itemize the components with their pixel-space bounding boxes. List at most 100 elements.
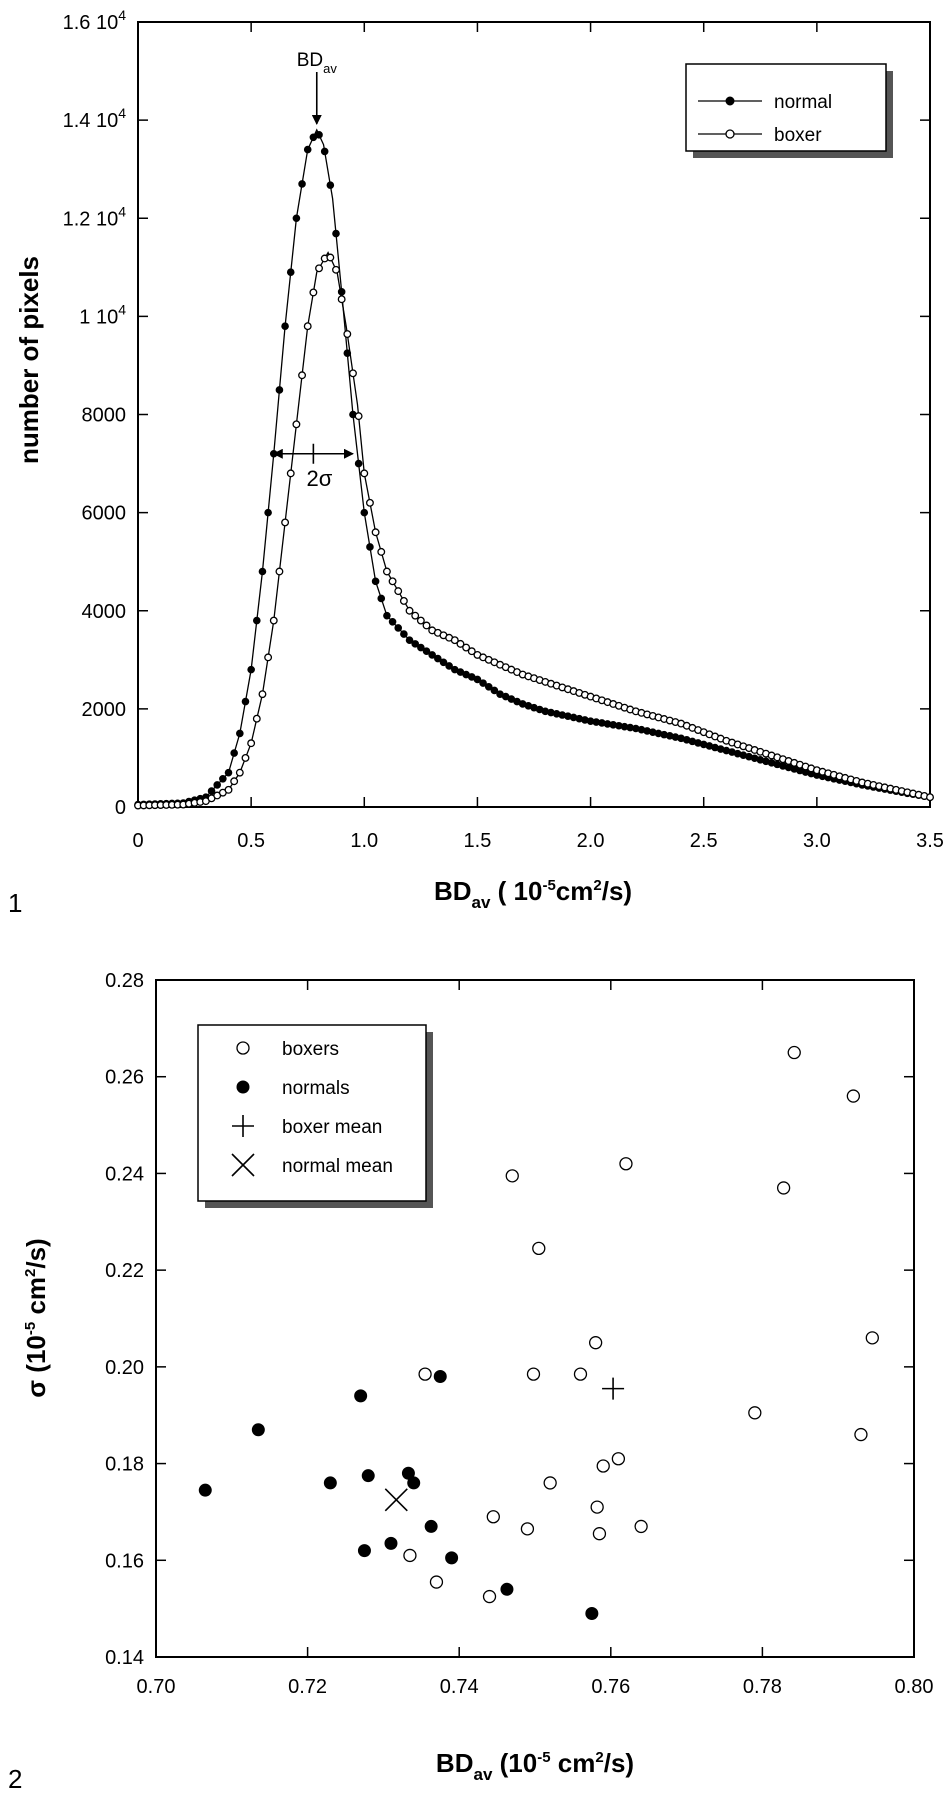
series-boxer-mean <box>602 1377 625 1400</box>
series-normal <box>134 128 934 809</box>
data-point-normal <box>354 459 363 468</box>
data-point-boxers <box>590 1500 604 1514</box>
legend-label: boxer mean <box>282 1117 382 1138</box>
data-point-normal <box>264 508 272 517</box>
data-point-boxer <box>371 528 380 537</box>
legend-label: normal <box>774 92 832 113</box>
panel-1-legend: normal boxer <box>685 63 893 158</box>
y-tick-label: 4000 <box>82 601 127 623</box>
data-point-normals <box>198 1483 212 1497</box>
panel-2-number: 2 <box>8 1764 22 1794</box>
data-point-normal <box>230 749 238 757</box>
legend-marker-boxer-mean <box>232 1115 254 1137</box>
x-tick-label: 0.72 <box>288 1676 327 1698</box>
x-tick-label: 0.78 <box>743 1676 782 1698</box>
data-point-boxer <box>326 253 335 262</box>
data-point-normals <box>433 1370 447 1384</box>
data-point-normal <box>292 214 301 223</box>
data-point-normal <box>326 181 335 189</box>
data-point-boxers <box>619 1157 633 1171</box>
data-point-boxer <box>303 322 312 331</box>
panel-2-ticks: 0.70 0.72 0.74 0.76 0.78 0.80 0.14 0.16 0.18 0.20… <box>105 970 933 1698</box>
data-point-normal <box>247 665 255 674</box>
legend-item-normal-mean: normal mean <box>231 1153 393 1177</box>
data-point-normal <box>252 616 261 625</box>
x-tick-label: 0.74 <box>440 1676 479 1698</box>
legend-label: normals <box>282 1078 350 1099</box>
legend-marker-normals <box>236 1080 250 1094</box>
data-point-boxers <box>526 1367 541 1381</box>
data-point-normal <box>377 594 386 603</box>
data-point-boxer <box>365 498 374 507</box>
data-point-boxer <box>382 567 391 576</box>
data-point-normals <box>407 1476 421 1490</box>
y-tick-label: 0.20 <box>105 1357 144 1379</box>
y-tick-label: 0.14 <box>105 1647 144 1669</box>
data-point-boxers <box>429 1575 444 1589</box>
legend-item-boxers: boxers <box>236 1039 339 1060</box>
x-tick-label: 3.5 <box>916 830 944 852</box>
data-point-boxers <box>634 1519 648 1534</box>
legend-marker-normal-mean <box>231 1153 255 1177</box>
data-point-normals <box>323 1476 337 1490</box>
data-point-boxer <box>286 469 295 478</box>
y-tick-label: 0.24 <box>105 1163 144 1185</box>
panel-1-histogram: 0 0.5 1.0 1.5 2.0 2.5 3.0 3.5 0 2000 4000 6000 8000 1… <box>8 7 944 918</box>
data-point-boxer <box>230 777 239 786</box>
data-point-normal <box>298 180 306 188</box>
data-point-boxers <box>776 1181 791 1195</box>
data-point-normals <box>357 1544 371 1558</box>
data-point-normal <box>207 787 216 795</box>
panel-2-y-axis-title: σ (10-5 cm2/s) <box>21 1238 51 1397</box>
data-point-normal <box>241 697 250 706</box>
data-point-boxer <box>462 643 471 652</box>
data-point-boxer <box>456 639 465 648</box>
data-point-boxer <box>377 547 386 556</box>
x-tick-label: 0.70 <box>137 1676 176 1698</box>
data-point-boxers <box>865 1331 879 1345</box>
data-point-normal <box>383 611 391 620</box>
data-point-boxer <box>388 577 397 586</box>
data-point-boxers <box>418 1367 432 1381</box>
data-point-normal <box>275 386 284 394</box>
data-point-boxers <box>592 1527 607 1541</box>
data-point-normal <box>236 729 244 738</box>
data-point-normal <box>360 508 369 517</box>
data-point-normal <box>320 147 329 156</box>
series-boxers <box>403 1045 879 1604</box>
data-point-normal <box>388 617 397 626</box>
data-point-boxer <box>258 690 267 699</box>
data-point-normals <box>361 1469 375 1483</box>
data-point-normals <box>354 1389 368 1403</box>
legend-marker-boxers <box>236 1041 250 1055</box>
data-point-normal <box>439 658 448 667</box>
y-tick-label: 2000 <box>82 699 127 721</box>
x-tick-label: 0.5 <box>237 830 265 852</box>
data-point-boxers <box>532 1241 546 1256</box>
data-point-boxer <box>309 288 318 297</box>
data-point-boxer <box>235 768 244 777</box>
data-point-boxer <box>315 264 323 273</box>
data-point-boxer <box>275 567 284 576</box>
y-tick-label: 0.22 <box>105 1260 144 1282</box>
data-point-boxers <box>403 1548 417 1563</box>
data-point-normal <box>422 647 431 656</box>
y-tick-label: 0 <box>115 797 126 819</box>
panel-2-series <box>198 1045 879 1620</box>
data-point-boxer <box>298 371 307 380</box>
data-point-boxers <box>505 1169 519 1183</box>
panel-2-scatter: 0.70 0.72 0.74 0.76 0.78 0.80 0.14 0.16 0.18 0.20… <box>8 970 933 1794</box>
data-point-boxer <box>241 753 250 762</box>
data-point-boxer <box>926 793 934 802</box>
data-point-normals <box>585 1606 599 1620</box>
data-point-normal-mean <box>384 1488 408 1512</box>
data-point-boxer <box>416 616 425 625</box>
legend-marker-normal <box>725 96 735 106</box>
data-point-normal <box>473 675 482 684</box>
legend-item-boxer-mean: boxer mean <box>232 1115 382 1138</box>
data-point-boxer <box>224 785 233 794</box>
data-point-boxers <box>596 1459 610 1473</box>
data-point-normal <box>445 662 453 670</box>
panel-2-legend: boxers normals boxer mean normal mean <box>197 1024 433 1208</box>
